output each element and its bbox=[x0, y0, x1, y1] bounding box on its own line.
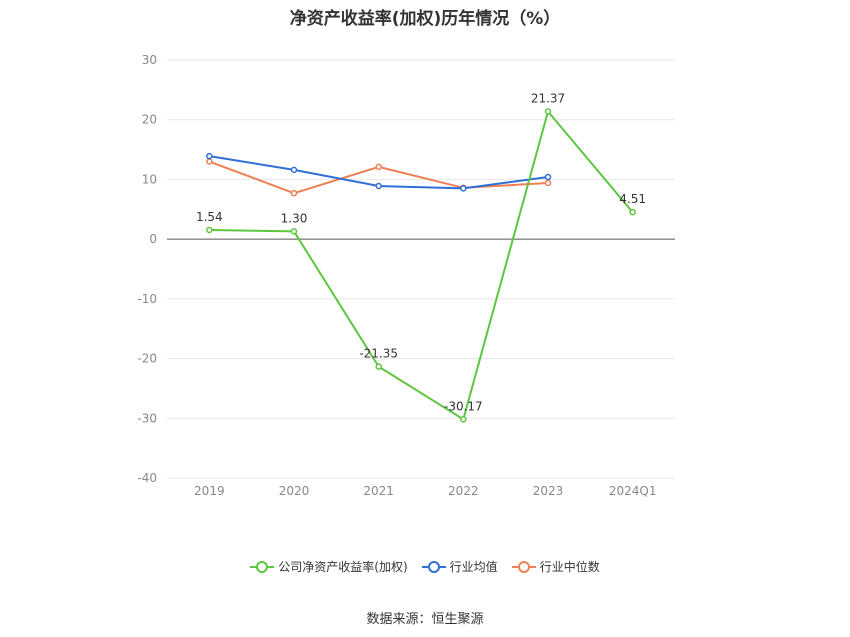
x-axis: 2019 2020 2021 2022 2023 2024Q1 bbox=[194, 484, 656, 498]
data-point[interactable] bbox=[206, 158, 213, 165]
y-tick-label: -30 bbox=[137, 411, 157, 425]
legend-item-2[interactable]: 行业中位数 bbox=[511, 558, 600, 575]
y-tick-label: -20 bbox=[137, 352, 157, 366]
series-line-0 bbox=[209, 109, 634, 421]
data-label: 1.54 bbox=[196, 210, 223, 224]
data-point[interactable] bbox=[206, 152, 213, 160]
legend: 公司净资产收益率(加权) 行业均值 行业中位数 bbox=[0, 558, 850, 575]
legend-swatch-icon bbox=[511, 560, 536, 573]
x-tick-label: 2022 bbox=[448, 484, 479, 498]
data-point[interactable] bbox=[290, 228, 298, 235]
data-point[interactable] bbox=[375, 163, 382, 171]
data-labels: 1.54 1.30 -21.35 -30.17 21.37 4.51 bbox=[196, 92, 646, 414]
data-point[interactable] bbox=[460, 185, 467, 192]
legend-swatch-icon bbox=[250, 560, 275, 573]
legend-label: 公司净资产收益率(加权) bbox=[278, 560, 408, 574]
data-point[interactable] bbox=[544, 173, 552, 181]
legend-swatch-icon bbox=[421, 560, 446, 573]
x-tick-label: 2023 bbox=[533, 484, 564, 498]
data-label: 21.37 bbox=[531, 92, 565, 106]
y-tick-label: 10 bbox=[142, 172, 157, 186]
data-point[interactable] bbox=[629, 208, 636, 216]
data-label: -30.17 bbox=[444, 399, 483, 413]
grid-lines bbox=[167, 59, 675, 479]
data-point[interactable] bbox=[206, 226, 213, 234]
y-axis: 30 20 10 0 -10 -20 -30 -40 bbox=[137, 53, 157, 485]
legend-item-0[interactable]: 公司净资产收益率(加权) bbox=[250, 558, 408, 575]
data-point[interactable] bbox=[544, 108, 552, 115]
y-tick-label: 30 bbox=[142, 53, 157, 67]
data-point[interactable] bbox=[375, 363, 382, 370]
y-tick-label: -40 bbox=[137, 471, 157, 485]
y-tick-label: 0 bbox=[149, 232, 157, 246]
legend-label: 行业中位数 bbox=[539, 560, 600, 574]
data-point[interactable] bbox=[290, 166, 298, 174]
x-tick-label: 2020 bbox=[279, 484, 310, 498]
data-label: 1.30 bbox=[281, 211, 308, 225]
legend-label: 行业均值 bbox=[449, 560, 498, 574]
source-note: 数据来源：恒生聚源 bbox=[366, 612, 484, 627]
data-label: -21.35 bbox=[359, 347, 398, 361]
x-tick-label: 2021 bbox=[363, 484, 394, 498]
y-tick-label: 20 bbox=[142, 113, 157, 127]
x-tick-label: 2019 bbox=[194, 484, 225, 498]
data-point[interactable] bbox=[544, 179, 552, 187]
x-tick-label: 2024Q1 bbox=[609, 484, 657, 498]
legend-item-1[interactable]: 行业均值 bbox=[421, 558, 498, 575]
series-lines bbox=[206, 108, 636, 423]
data-point[interactable] bbox=[290, 189, 298, 197]
y-tick-label: -10 bbox=[137, 292, 157, 306]
data-point[interactable] bbox=[375, 182, 382, 190]
data-label: 4.51 bbox=[619, 192, 646, 206]
data-point[interactable] bbox=[460, 416, 467, 423]
chart-title: 净资产收益率(加权)历年情况（%） bbox=[289, 9, 561, 29]
